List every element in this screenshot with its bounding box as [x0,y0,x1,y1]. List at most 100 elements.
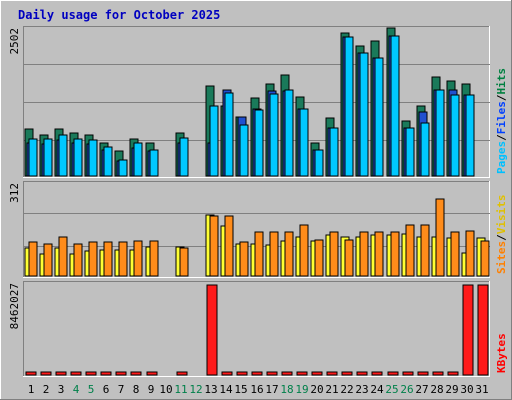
bar-pages-day-30 [465,94,475,177]
x-label-day-26: 26 [400,383,413,396]
bar-sites-day-2 [43,243,53,277]
bar-kbytes-day-15 [236,371,248,376]
x-label-day-8: 8 [133,383,140,396]
x-label-day-16: 16 [250,383,263,396]
x-label-day-6: 6 [103,383,110,396]
bar-kbytes-day-16 [251,371,263,376]
bar-sites-day-4 [73,243,83,277]
x-label-day-10: 10 [159,383,172,396]
bar-sites-day-22 [344,239,354,277]
bar-sites-day-1 [28,241,38,277]
bar-kbytes-day-2 [40,371,52,376]
bar-sites-day-14 [224,215,234,277]
bar-kbytes-day-23 [356,371,368,376]
bar-kbytes-day-24 [371,371,383,376]
x-label-day-3: 3 [58,383,65,396]
legend-visits: Visits [495,195,508,235]
x-label-day-28: 28 [430,383,443,396]
x-label-day-17: 17 [265,383,278,396]
panel-middle-max-label: 312 [8,183,21,203]
bar-sites-day-5 [88,241,98,277]
legend-separator: / [495,94,508,101]
panel-bottom-legend: KBytes [495,333,508,373]
bar-pages-day-9 [149,149,159,177]
bar-kbytes-day-3 [55,371,67,376]
panel-middle-legend: Sites/Visits [495,195,508,275]
x-label-day-21: 21 [325,383,338,396]
bar-kbytes-day-21 [326,371,338,376]
x-label-day-24: 24 [370,383,384,396]
bar-kbytes-day-13 [206,284,218,376]
x-label-day-19: 19 [295,383,308,396]
bar-sites-day-7 [118,241,128,277]
bar-sites-day-20 [314,239,324,277]
panel-top-max-label: 2502 [8,28,21,55]
bar-kbytes-day-31 [477,284,489,376]
bar-pages-day-25 [390,35,400,177]
bar-pages-day-17 [269,93,279,177]
bar-sites-day-18 [284,231,294,277]
legend-sites: Sites [495,241,508,274]
bar-kbytes-day-4 [70,371,82,376]
bar-pages-day-20 [314,149,324,177]
bar-pages-day-16 [254,109,264,177]
bar-pages-day-13 [209,105,219,177]
x-label-day-20: 20 [310,383,323,396]
bar-sites-day-16 [254,231,264,277]
bar-kbytes-day-11 [176,371,188,376]
bar-kbytes-day-18 [281,371,293,376]
x-label-day-30: 30 [460,383,473,396]
bar-sites-day-26 [405,224,415,277]
bar-pages-day-21 [329,127,339,177]
bar-pages-day-26 [405,127,415,177]
panel-middle: 312 Sites/Visits [8,181,508,278]
bar-pages-day-18 [284,89,294,177]
bar-pages-day-23 [359,52,369,177]
bar-kbytes-day-19 [296,371,308,376]
legend-hits: Hits [495,68,508,95]
bar-kbytes-day-14 [221,371,233,376]
bar-sites-day-31 [480,240,490,277]
bar-pages-day-27 [420,122,430,177]
x-label-day-2: 2 [43,383,50,396]
legend-separator: / [495,234,508,241]
bar-sites-day-23 [359,231,369,277]
bar-kbytes-day-26 [402,371,414,376]
bar-sites-day-29 [450,231,460,277]
bar-sites-day-24 [374,231,384,277]
bar-kbytes-day-5 [85,371,97,376]
bar-kbytes-day-27 [417,371,429,376]
bar-kbytes-day-29 [447,371,459,376]
bar-kbytes-day-8 [130,371,142,376]
x-label-day-22: 22 [340,383,353,396]
bar-pages-day-19 [299,108,309,177]
x-label-day-1: 1 [28,383,35,396]
bar-sites-day-27 [420,224,430,277]
bar-sites-day-15 [239,241,249,277]
bar-sites-day-8 [133,240,143,277]
bar-kbytes-day-1 [25,371,37,376]
x-label-day-15: 15 [234,383,247,396]
bar-pages-day-28 [435,89,445,177]
legend-pages: Pages [495,141,508,174]
bar-kbytes-day-17 [266,371,278,376]
bar-kbytes-day-7 [115,371,127,376]
bar-pages-day-3 [58,134,68,177]
bar-pages-day-24 [374,57,384,177]
x-label-day-31: 31 [475,383,488,396]
x-label-day-23: 23 [355,383,368,396]
bar-pages-day-4 [73,138,83,177]
bar-pages-day-22 [344,36,354,177]
bar-pages-day-8 [133,142,143,177]
bar-kbytes-day-9 [146,371,158,376]
bar-kbytes-day-25 [387,371,399,376]
bar-kbytes-day-20 [311,371,323,376]
panel-bottom-max-label: 8462027 [8,283,21,329]
bar-kbytes-day-6 [100,371,112,376]
x-label-day-25: 25 [385,383,398,396]
x-label-day-14: 14 [219,383,233,396]
bar-pages-day-1 [28,138,38,177]
bar-kbytes-day-22 [341,371,353,376]
